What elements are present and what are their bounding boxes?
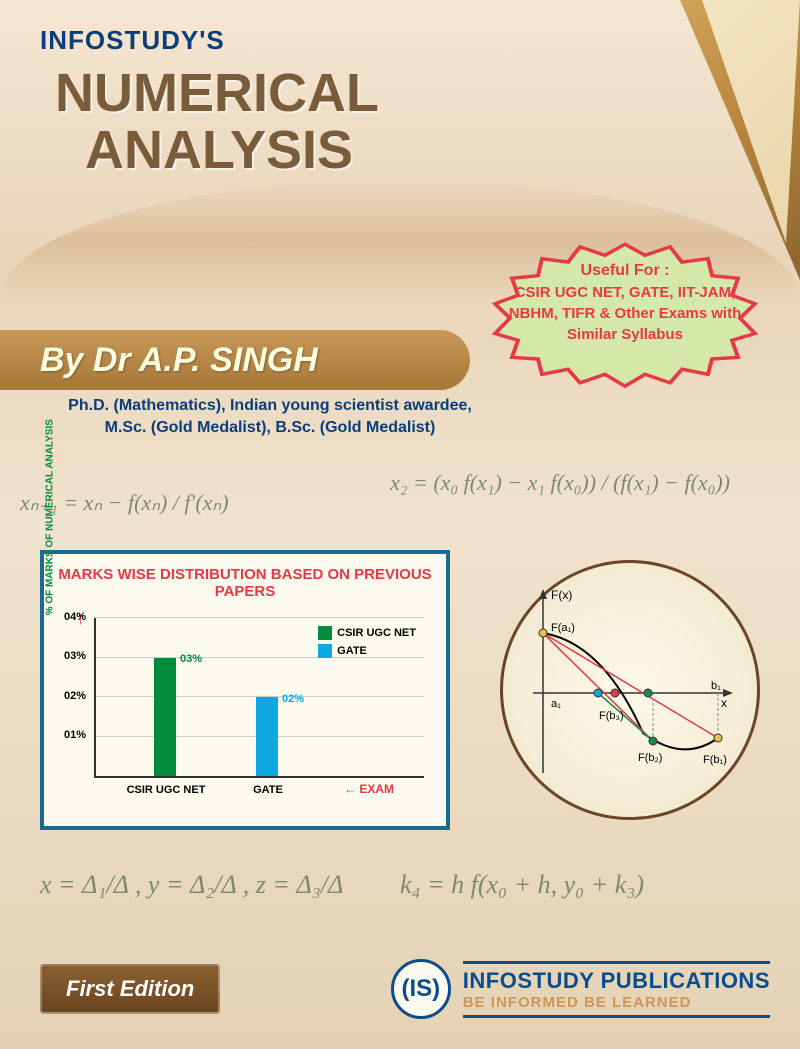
- bar-csir-label: 03%: [180, 653, 202, 665]
- title-line-2: ANALYSIS: [55, 122, 379, 179]
- y-axis-label: F(x): [551, 588, 572, 602]
- x-tick-gate: GATE: [253, 784, 283, 796]
- y-tick: 02%: [64, 690, 86, 702]
- x-axis-label: ← EXAM: [344, 782, 394, 796]
- credentials-line-1: Ph.D. (Mathematics), Indian young scient…: [40, 395, 500, 417]
- legend-label-gate: GATE: [337, 645, 367, 657]
- bar-csir: [154, 658, 176, 777]
- svg-text:F(b₁): F(b₁): [703, 754, 727, 766]
- y-tick: 03%: [64, 650, 86, 662]
- formula-secant: x₂ = (x₀ f(x₁) − x₁ f(x₀)) / (f(x₁) − f(…: [390, 470, 730, 496]
- book-title: NUMERICAL ANALYSIS: [55, 65, 379, 178]
- bisection-method-graph: F(x) x F(a₁) a₁ F(b₃) F(b₂) F(b₁) b₁: [500, 560, 760, 820]
- author-credentials: Ph.D. (Mathematics), Indian young scient…: [40, 395, 500, 440]
- legend-swatch-csir: [318, 626, 332, 640]
- formula-rk4: k₄ = h f(x₀ + h, y₀ + k₃): [400, 870, 644, 900]
- chart-legend: CSIR UGC NET GATE: [318, 626, 416, 662]
- publisher-name: INFOSTUDY PUBLICATIONS: [463, 968, 770, 994]
- legend-swatch-gate: [318, 644, 332, 658]
- edition-badge: First Edition: [40, 964, 220, 1014]
- svg-text:a₁: a₁: [551, 698, 561, 710]
- x-tick-csir: CSIR UGC NET: [127, 784, 206, 796]
- chart-plot-area: 01% 02% 03% 04% 03% CSIR UGC NET 02% GAT…: [94, 618, 424, 778]
- chart-y-axis-label: % OF MARKS OF NUMERICAL ANALYSIS: [45, 419, 56, 615]
- publisher-logo-icon: (IS): [391, 959, 451, 1019]
- y-tick: 01%: [64, 729, 86, 741]
- y-tick: 04%: [64, 611, 86, 623]
- starburst-body: CSIR UGC NET, GATE, IIT-JAM, NBHM, TIFR …: [500, 282, 750, 345]
- footer-publisher: (IS) INFOSTUDY PUBLICATIONS BE INFORMED …: [391, 959, 770, 1019]
- legend-label-csir: CSIR UGC NET: [337, 627, 416, 639]
- x-axis-label: x: [721, 696, 727, 710]
- svg-text:F(b₂): F(b₂): [638, 752, 662, 764]
- starburst-heading: Useful For :: [500, 260, 750, 282]
- author-band: By Dr A.P. SINGH: [0, 330, 470, 390]
- marks-distribution-chart: MARKS WISE DISTRIBUTION BASED ON PREVIOU…: [40, 550, 450, 830]
- bar-gate-label: 02%: [282, 693, 304, 705]
- title-line-1: NUMERICAL: [55, 65, 379, 122]
- credentials-line-2: M.Sc. (Gold Medalist), B.Sc. (Gold Medal…: [40, 417, 500, 439]
- publisher-tagline: BE INFORMED BE LEARNED: [463, 994, 770, 1011]
- bar-gate: [256, 697, 278, 776]
- formula-cramer: x = Δ₁/Δ , y = Δ₂/Δ , z = Δ₃/Δ: [40, 870, 343, 900]
- edition-text: First Edition: [66, 976, 194, 1001]
- svg-text:F(b₃): F(b₃): [599, 710, 624, 722]
- author-name: By Dr A.P. SINGH: [40, 341, 318, 380]
- svg-text:F(a₁): F(a₁): [551, 622, 575, 634]
- useful-for-badge: Useful For : CSIR UGC NET, GATE, IIT-JAM…: [480, 240, 770, 390]
- publisher-top-label: INFOSTUDY'S: [40, 25, 225, 56]
- svg-text:b₁: b₁: [711, 680, 721, 692]
- chart-title: MARKS WISE DISTRIBUTION BASED ON PREVIOU…: [56, 566, 434, 600]
